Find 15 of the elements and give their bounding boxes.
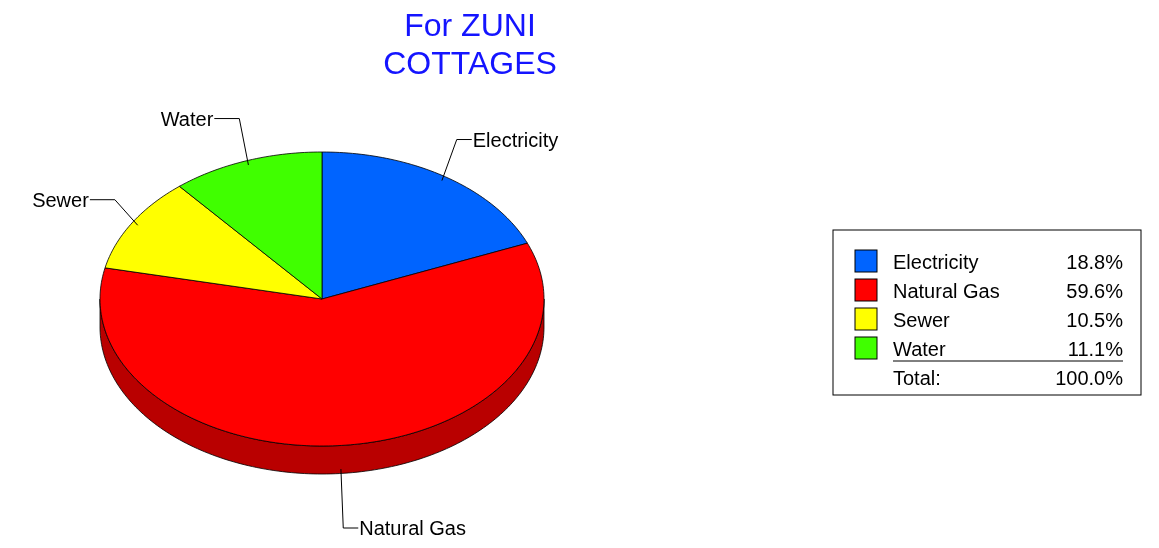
text: 100.0% [1055,367,1124,389]
slice-label: Water [160,107,214,130]
category-label: Natural Gas [359,517,466,539]
legend-label: Natural Gas [893,280,1000,302]
data-label: 18.8% [1066,251,1124,273]
legend-label: Sewer [893,309,951,331]
data-label: 59.6% [1066,280,1124,302]
data-label: 11.1% [1067,338,1124,360]
legend-label: Electricity [893,251,979,273]
data-label: 10.5% [1066,309,1124,331]
chart-title: For ZUNI COTTAGES [383,7,557,81]
text: Total: [893,367,941,389]
legend-label: Water [893,338,946,360]
slice-label: Sewer [32,188,90,211]
slice-label: Electricity [472,128,559,151]
